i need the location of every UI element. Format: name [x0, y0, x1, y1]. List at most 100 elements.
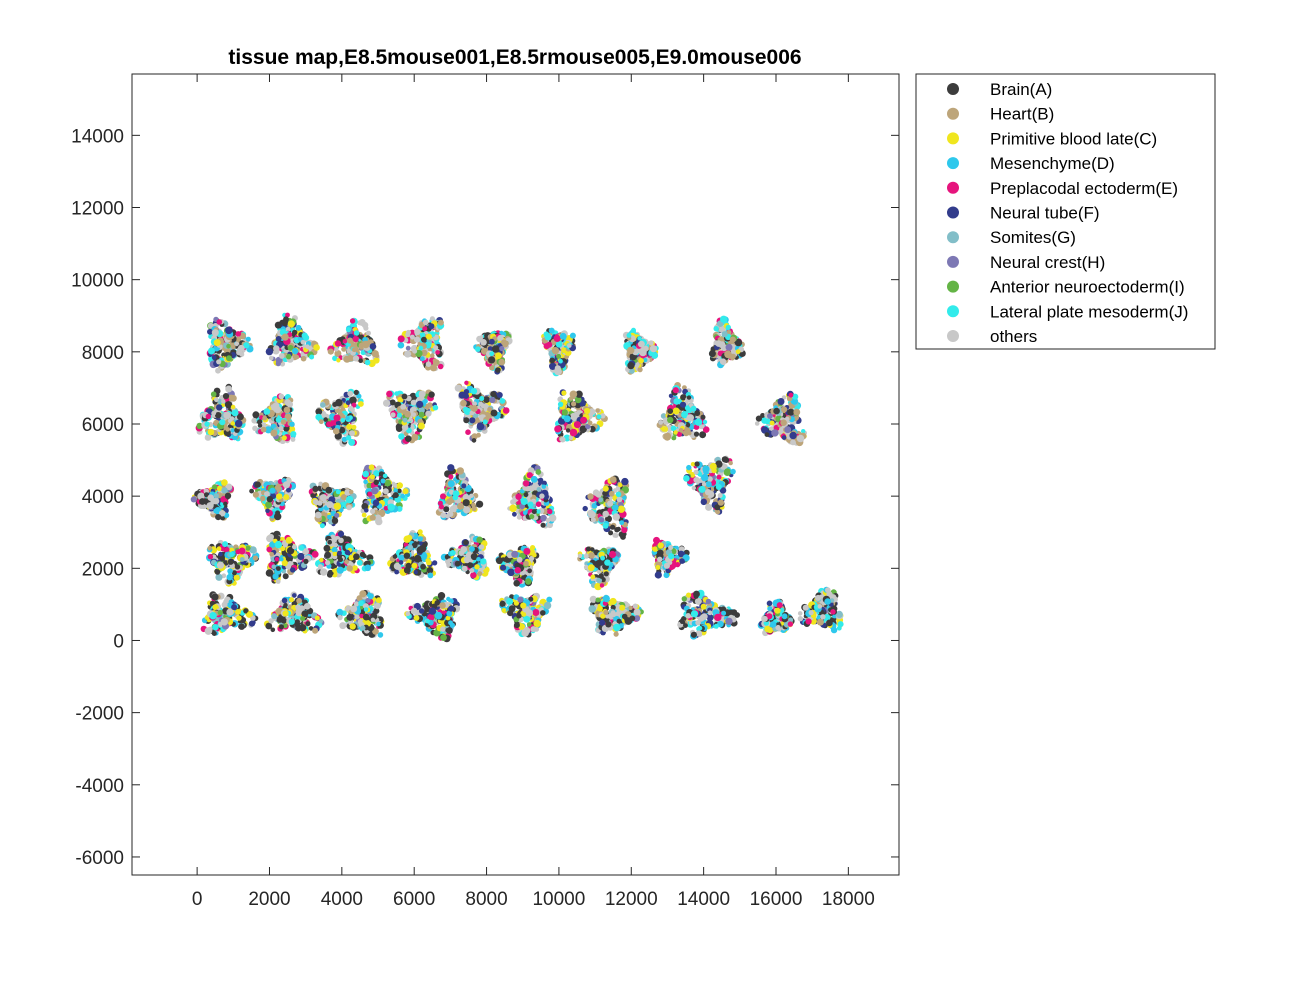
scatter-point	[463, 417, 470, 424]
scatter-point	[488, 356, 496, 364]
scatter-point	[447, 480, 455, 488]
scatter-point	[580, 416, 588, 424]
scatter-point	[418, 390, 426, 398]
scatter-point	[252, 411, 260, 419]
scatter-point	[463, 556, 471, 564]
scatter-point	[425, 361, 432, 368]
scatter-point	[363, 325, 369, 331]
scatter-point	[320, 568, 328, 576]
scatter-point	[452, 490, 460, 497]
scatter-point	[761, 426, 769, 434]
scatter-point	[312, 485, 319, 492]
scatter-point	[426, 559, 432, 566]
scatter-point	[274, 406, 282, 414]
scatter-point	[290, 567, 296, 573]
scatter-point	[711, 467, 717, 474]
scatter-point	[672, 407, 680, 415]
scatter-point	[400, 403, 407, 410]
scatter-point	[220, 556, 225, 562]
scatter-point	[705, 481, 712, 488]
scatter-point	[405, 332, 411, 338]
scatter-point	[700, 414, 706, 420]
scatter-point	[284, 413, 292, 421]
scatter-point	[269, 552, 275, 557]
scatter-point	[419, 332, 426, 338]
scatter-point	[215, 367, 221, 374]
scatter-point	[332, 551, 337, 557]
scatter-point	[266, 496, 274, 503]
scatter-point	[663, 432, 672, 440]
scatter-point	[311, 550, 319, 558]
scatter-point	[571, 401, 577, 407]
scatter-point	[257, 423, 263, 428]
scatter-point	[612, 532, 618, 538]
scatter-point	[549, 362, 557, 370]
scatter-point	[326, 501, 334, 509]
scatter-point	[285, 536, 293, 544]
scatter-point	[292, 329, 298, 336]
scatter-point	[397, 412, 402, 418]
scatter-point	[447, 464, 455, 472]
scatter-point	[260, 422, 267, 428]
scatter-point	[190, 496, 197, 503]
scatter-point	[370, 474, 375, 480]
scatter-point	[686, 395, 692, 400]
scatter-point	[462, 499, 470, 507]
scatter-point	[345, 327, 352, 333]
scatter-point	[649, 345, 658, 353]
scatter-point	[216, 561, 225, 569]
scatter-point	[268, 355, 274, 361]
scatter-point	[207, 328, 213, 335]
scatter-point	[398, 560, 404, 565]
scatter-point	[238, 547, 246, 555]
scatter-point	[230, 428, 236, 433]
scatter-point	[327, 348, 334, 355]
scatter-point	[693, 469, 699, 475]
scatter-point	[216, 319, 223, 325]
scatter-point	[333, 502, 342, 510]
scatter-point	[616, 526, 621, 532]
scatter-point	[801, 429, 806, 434]
scatter-point	[470, 388, 478, 395]
scatter-point	[551, 347, 560, 355]
scatter-point	[691, 485, 696, 491]
scatter-point	[602, 510, 609, 518]
scatter-point	[429, 316, 435, 322]
scatter-point	[239, 557, 245, 562]
scatter-point	[270, 404, 276, 410]
scatter-point	[702, 419, 708, 425]
scatter-point	[730, 468, 736, 475]
scatter-point	[226, 574, 233, 581]
scatter-point	[254, 481, 261, 488]
scatter-point	[224, 492, 232, 499]
scatter-point	[661, 426, 667, 432]
scatter-point	[698, 485, 706, 493]
scatter-point	[358, 401, 364, 407]
scatter-point	[274, 540, 283, 549]
scatter-point	[777, 398, 785, 405]
scatter-point	[784, 426, 792, 434]
scatter-point	[539, 493, 545, 499]
scatter-point	[476, 500, 484, 508]
scatter-point	[417, 536, 423, 542]
scatter-point	[626, 332, 632, 338]
scatter-point	[382, 473, 388, 479]
scatter-point	[275, 336, 282, 342]
scatter-point	[225, 385, 233, 393]
scatter-point	[211, 410, 217, 416]
scatter-point	[529, 514, 535, 520]
scatter-point	[621, 477, 629, 486]
scatter-point	[428, 323, 435, 330]
scatter-point	[317, 564, 323, 570]
scatter-point	[346, 565, 353, 572]
scatter-point	[226, 355, 232, 362]
scatter-point	[216, 359, 222, 365]
scatter-point	[402, 417, 408, 423]
scatter-point	[285, 353, 292, 360]
scatter-point	[638, 357, 644, 364]
scatter-point	[629, 368, 635, 374]
scatter-point	[285, 312, 290, 318]
scatter-point	[638, 340, 645, 348]
scatter-point	[205, 413, 211, 420]
scatter-point	[211, 355, 217, 360]
